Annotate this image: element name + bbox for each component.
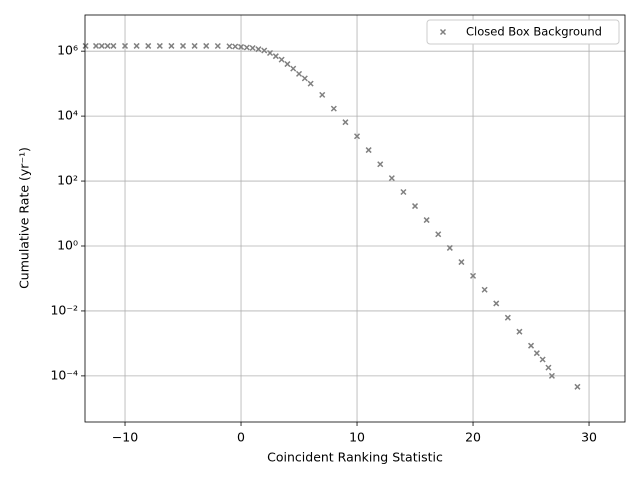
point (290, 65, 297, 72)
x-tick-label: 30 (581, 430, 597, 445)
point (516, 328, 523, 335)
point (435, 231, 442, 238)
point (82, 42, 89, 49)
point (98, 42, 105, 49)
point (533, 350, 540, 357)
point (423, 217, 430, 224)
point (226, 43, 233, 50)
point (284, 61, 291, 68)
point (548, 372, 555, 379)
point (377, 161, 384, 168)
x-tick-label: 0 (237, 430, 245, 445)
point (504, 314, 511, 321)
point (249, 44, 256, 52)
point (574, 383, 581, 390)
point (145, 42, 152, 49)
plot-frame (84, 14, 626, 423)
point (545, 364, 552, 371)
y-tick-label: 10⁻⁴ (50, 367, 78, 382)
y-tick-label: 10² (57, 173, 78, 188)
x-tick-label: −10 (112, 430, 138, 445)
point (133, 42, 140, 49)
point (388, 175, 395, 182)
point (237, 43, 245, 50)
point (232, 43, 239, 50)
point (261, 47, 268, 54)
point (470, 272, 477, 279)
point (255, 46, 262, 53)
point (110, 42, 117, 49)
point (493, 300, 500, 307)
point (458, 259, 465, 266)
x-tick-label: 20 (465, 430, 481, 445)
legend-box (426, 19, 620, 45)
point (179, 42, 187, 49)
point (528, 342, 535, 349)
point (330, 105, 337, 112)
point (412, 203, 419, 210)
point (92, 42, 100, 49)
point (214, 42, 221, 50)
y-tick-label: 10⁰ (57, 237, 78, 252)
point (191, 42, 198, 49)
x-tick-label: 10 (349, 430, 365, 445)
y-axis-label: Cumulative Rate (yr⁻¹) (17, 147, 32, 289)
point (342, 119, 349, 126)
legend-label: Closed Box Background (466, 25, 602, 39)
point (307, 80, 314, 87)
point (104, 42, 111, 49)
point (272, 53, 279, 60)
point (319, 91, 326, 98)
legend-marker (439, 28, 447, 36)
point (203, 42, 210, 49)
point (243, 44, 250, 51)
point (278, 56, 285, 63)
point (400, 188, 407, 196)
point (539, 356, 546, 363)
point (481, 286, 488, 293)
point (266, 49, 274, 57)
point (121, 42, 129, 49)
point (353, 133, 361, 140)
point (156, 42, 163, 49)
point (295, 70, 303, 77)
y-tick-label: 10⁴ (57, 108, 78, 123)
x-axis-label: Coincident Ranking Statistic (267, 450, 443, 465)
point (301, 75, 308, 82)
y-tick-label: 10⁶ (57, 43, 78, 58)
y-tick-label: 10⁻² (50, 302, 78, 317)
point (446, 244, 453, 251)
point (365, 147, 372, 154)
point (168, 42, 175, 49)
